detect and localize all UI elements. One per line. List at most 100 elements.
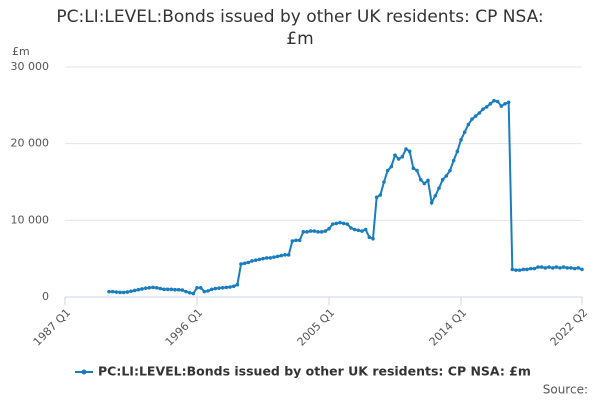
point [169,287,174,292]
point [466,122,471,127]
point [345,222,350,226]
point [400,154,405,159]
point [547,265,551,269]
point [426,178,430,183]
point [407,149,412,154]
x-tick-label: 2014 Q1 [427,306,470,349]
y-tick-label: 30 000 [11,60,50,73]
point [239,262,243,266]
point [528,266,533,271]
point [121,290,126,295]
point [451,158,456,163]
point [264,256,269,260]
point [495,99,500,104]
source: Source: [543,383,588,397]
point [363,227,368,232]
point [297,238,302,243]
point [242,261,247,266]
point [220,286,225,290]
point [374,195,379,200]
point [327,226,331,231]
y-tick-label: 20 000 [11,137,50,150]
point [385,168,390,173]
point [312,229,317,233]
point [231,284,236,289]
point [404,147,408,151]
point [308,229,313,233]
point [198,286,203,290]
point [173,287,177,292]
point [114,290,119,294]
point [187,290,192,295]
point [576,266,581,270]
point [213,286,218,291]
point [180,288,185,292]
point [110,289,115,294]
point [561,265,566,269]
y-unit: £m [12,45,30,58]
point [481,107,485,111]
point [206,289,210,293]
point [429,200,434,205]
point [107,289,111,294]
point [558,266,562,270]
point [459,138,463,142]
point [517,268,522,272]
point [422,181,427,186]
point [305,230,309,234]
point [488,102,493,106]
point [158,286,163,291]
point [136,287,141,292]
point [514,268,518,272]
point [301,230,306,234]
legend-marker [81,369,87,375]
point [433,194,438,198]
point [118,290,122,295]
chart-title: PC:LI:LEVEL:Bonds issued by other UK res… [56,7,544,49]
point [176,287,181,292]
point [195,286,199,290]
point [437,186,441,190]
point [448,168,452,173]
point [323,229,328,233]
point [415,168,419,173]
point [283,253,287,257]
point [470,117,474,121]
point [499,104,504,108]
point [411,166,416,170]
point [550,266,555,270]
point [462,130,467,134]
point [235,282,240,287]
point [246,260,251,265]
point [371,236,375,241]
point [477,111,482,115]
point [382,180,386,184]
point [539,265,544,269]
point [510,267,515,272]
point [290,239,295,243]
point [349,226,353,230]
point [378,193,383,197]
point [184,289,188,294]
point [125,290,130,294]
point [396,157,401,161]
point [334,221,339,226]
point [132,288,137,293]
point [162,287,166,292]
point [279,253,284,258]
point [286,253,291,257]
point [338,220,342,225]
x-tick-label: 1987 Q1 [31,306,74,349]
point [294,238,298,243]
point [316,230,320,234]
point [554,265,559,269]
series-line [109,99,583,295]
x-tick-label: 1996 Q1 [163,306,206,349]
point [580,267,584,272]
point [209,287,214,292]
point [202,289,207,294]
point [521,267,526,272]
point [253,258,258,263]
